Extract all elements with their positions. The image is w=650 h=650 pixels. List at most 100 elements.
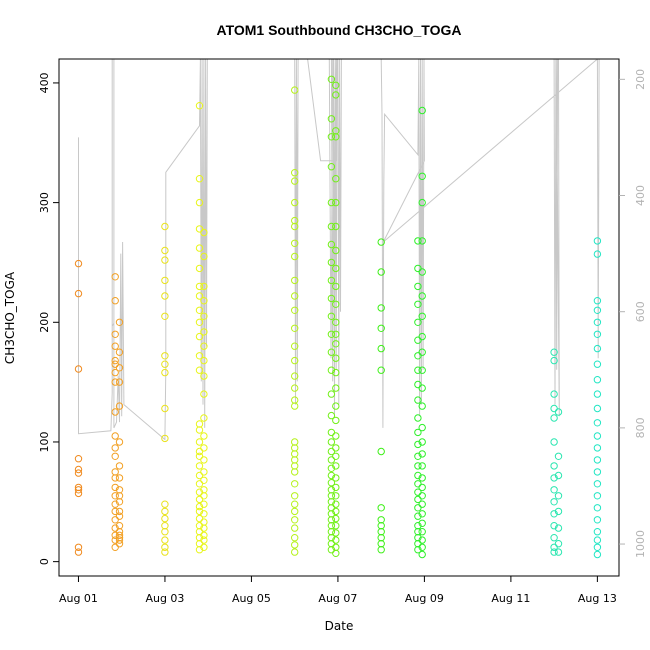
data-point xyxy=(332,483,340,492)
x-tick-label: Aug 03 xyxy=(145,592,184,605)
data-point xyxy=(74,543,83,551)
data-point xyxy=(327,438,336,446)
data-point xyxy=(291,384,299,392)
data-point xyxy=(291,292,299,300)
data-point xyxy=(593,480,602,488)
data-point xyxy=(200,312,208,320)
data-point xyxy=(200,390,208,398)
data-point xyxy=(195,528,204,536)
data-point xyxy=(74,486,83,494)
data-point xyxy=(111,507,119,516)
data-point xyxy=(377,540,385,548)
data-point xyxy=(414,336,422,344)
data-point xyxy=(115,438,124,446)
data-point xyxy=(418,450,426,458)
data-point xyxy=(291,342,299,350)
data-point xyxy=(115,402,124,410)
data-point xyxy=(414,264,422,273)
data-point xyxy=(195,447,204,456)
data-point xyxy=(327,294,336,303)
data-point xyxy=(111,432,119,440)
data-point xyxy=(327,312,336,320)
data-point xyxy=(195,540,204,548)
data-point xyxy=(418,384,426,392)
data-point xyxy=(418,438,426,446)
data-point xyxy=(418,292,426,300)
data-point xyxy=(418,500,426,508)
data-point xyxy=(74,455,83,463)
data-point xyxy=(550,510,558,518)
data-point xyxy=(291,450,299,458)
data-point xyxy=(414,480,422,488)
data-point xyxy=(593,456,602,464)
data-point xyxy=(115,507,124,516)
data-point xyxy=(161,500,169,508)
data-point xyxy=(418,536,426,544)
data-point xyxy=(195,352,204,360)
data-point xyxy=(291,324,299,332)
data-point xyxy=(327,428,336,437)
data-point xyxy=(115,498,124,506)
data-point xyxy=(332,452,340,460)
data-point xyxy=(111,500,119,508)
data-point xyxy=(74,489,83,498)
data-point xyxy=(418,510,426,518)
y2-tick-label: 800 xyxy=(634,417,647,438)
data-point xyxy=(195,366,204,374)
data-point xyxy=(550,498,558,506)
data-point xyxy=(111,474,119,482)
data-point xyxy=(111,452,119,460)
data-point xyxy=(332,340,340,348)
data-point xyxy=(377,324,385,332)
x-tick-label: Aug 01 xyxy=(59,592,98,605)
data-point xyxy=(418,172,426,181)
data-point xyxy=(200,531,208,539)
data-point xyxy=(291,169,299,177)
data-point xyxy=(593,419,602,427)
data-point xyxy=(195,282,204,291)
data-point xyxy=(115,318,124,326)
y-tick-label: 400 xyxy=(38,72,51,93)
data-point xyxy=(291,480,299,488)
data-point xyxy=(291,541,299,549)
data-point xyxy=(377,268,385,276)
data-point xyxy=(377,366,385,374)
data-point xyxy=(195,452,204,460)
data-point xyxy=(327,456,336,464)
data-point xyxy=(414,504,422,512)
data-point xyxy=(115,378,124,386)
data-point xyxy=(291,222,299,231)
data-point xyxy=(115,462,124,470)
data-point xyxy=(195,306,204,314)
data-point xyxy=(332,264,340,273)
data-point xyxy=(200,536,208,544)
data-point xyxy=(418,332,426,341)
data-point xyxy=(111,444,119,452)
data-point xyxy=(414,440,422,449)
data-point xyxy=(377,534,385,542)
data-point xyxy=(327,528,336,536)
data-point xyxy=(111,468,119,476)
data-point xyxy=(377,304,385,312)
data-point xyxy=(111,330,119,338)
data-point xyxy=(195,198,204,207)
data-point xyxy=(327,240,336,249)
data-point xyxy=(161,292,169,300)
data-point xyxy=(161,507,169,516)
data-point xyxy=(200,518,208,526)
pressure-line-layer xyxy=(78,58,600,441)
y-tick-label: 300 xyxy=(38,192,51,213)
data-point xyxy=(200,476,208,484)
data-point xyxy=(200,543,208,551)
data-point xyxy=(593,536,602,544)
data-point xyxy=(418,519,426,527)
data-point xyxy=(195,480,204,488)
pressure-line xyxy=(78,58,600,441)
data-point xyxy=(418,198,426,207)
data-point xyxy=(200,228,208,237)
x-tick-label: Aug 13 xyxy=(578,592,617,605)
data-point xyxy=(332,536,340,544)
data-point xyxy=(332,354,340,362)
data-point xyxy=(550,356,558,365)
data-point xyxy=(332,384,340,392)
